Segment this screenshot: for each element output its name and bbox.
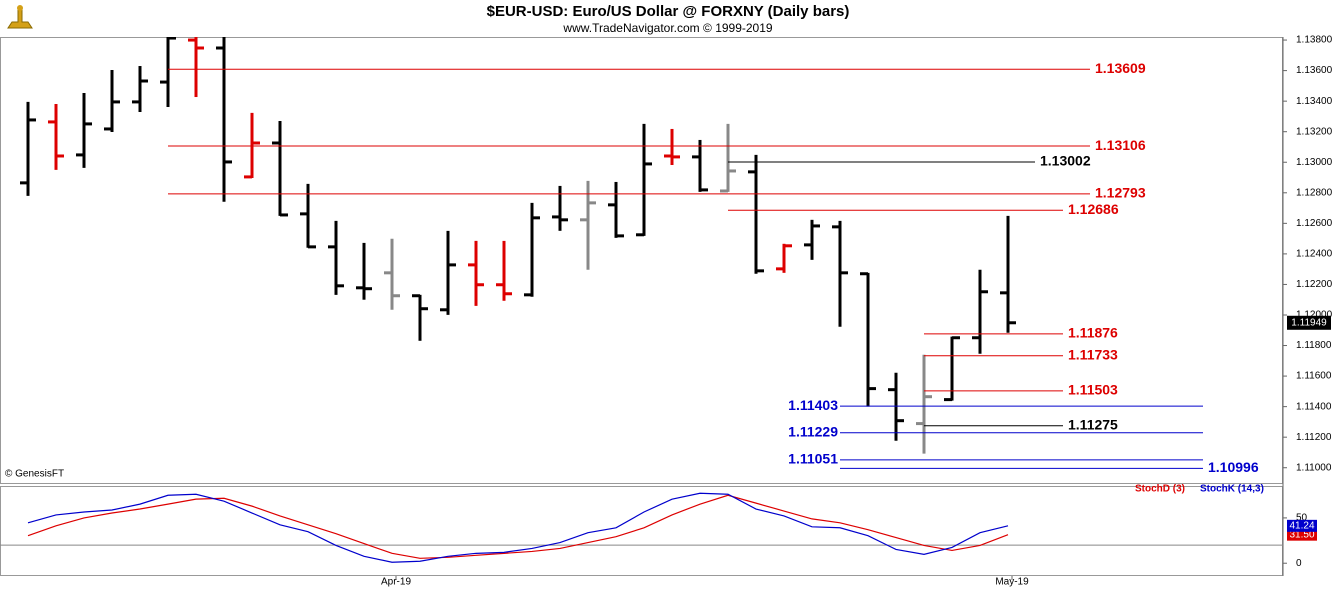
y-tick-label: 1.12400: [1296, 249, 1333, 260]
chart-title: $EUR-USD: Euro/US Dollar @ FORXNY (Daily…: [487, 3, 850, 20]
y-tick-label: 1.11200: [1296, 432, 1332, 443]
level-label: 1.11229: [788, 423, 838, 439]
stoch-line: [27, 492, 1009, 563]
level-label: 1.13609: [1095, 60, 1146, 76]
y-tick-label: 1.12600: [1296, 218, 1333, 229]
level-label: 1.11051: [788, 451, 838, 467]
x-tick-label: May-19: [995, 577, 1029, 588]
logo: [7, 5, 33, 29]
level-label: 1.11403: [788, 397, 838, 413]
y-tick-label: 1.13800: [1296, 35, 1333, 46]
level-label: 1.10996: [1208, 459, 1259, 475]
y-tick-label: 1.11400: [1296, 401, 1332, 412]
watermark: © GenesisFT: [5, 469, 64, 480]
level-label: 1.11503: [1068, 382, 1118, 398]
level-label: 1.11733: [1068, 346, 1118, 362]
level-label: 1.13106: [1095, 137, 1146, 153]
last-value-label: 41.24: [1289, 520, 1314, 531]
last-price-label: 1.11949: [1291, 317, 1327, 328]
last-value-box: [1287, 519, 1317, 532]
y-tick-label: 1.12800: [1296, 187, 1333, 198]
y-tick-label: 0: [1296, 558, 1302, 569]
y-tick-label: 50: [1296, 513, 1308, 524]
last-price-box: [1287, 315, 1331, 330]
y-tick-label: 1.11800: [1296, 340, 1332, 351]
legend-entry: StochD (3): [1135, 484, 1185, 495]
level-label: 1.12686: [1068, 201, 1119, 217]
y-tick-label: 1.11000: [1296, 462, 1332, 473]
stoch-line: [27, 494, 1009, 559]
y-tick-label: 1.13000: [1296, 157, 1333, 168]
y-tick-label: 1.12000: [1296, 310, 1333, 321]
price-plot: [20, 37, 1016, 454]
last-value-label: 31.50: [1289, 529, 1314, 540]
chart-subtitle: www.TradeNavigator.com © 1999-2019: [562, 21, 772, 35]
y-tick-label: 1.13400: [1296, 96, 1333, 107]
level-label: 1.12793: [1095, 185, 1146, 201]
y-tick-label: 1.11600: [1296, 371, 1332, 382]
x-tick-label: Apr-19: [381, 577, 411, 588]
level-label: 1.11275: [1068, 416, 1118, 432]
header-bg: [0, 0, 1336, 37]
y-tick-label: 1.13200: [1296, 126, 1333, 137]
y-tick-label: 1.13600: [1296, 65, 1333, 76]
level-label: 1.13002: [1040, 153, 1091, 169]
legend-entry: StochK (14,3): [1200, 484, 1264, 495]
y-tick-label: 1.12200: [1296, 279, 1333, 290]
level-label: 1.11876: [1068, 325, 1118, 341]
